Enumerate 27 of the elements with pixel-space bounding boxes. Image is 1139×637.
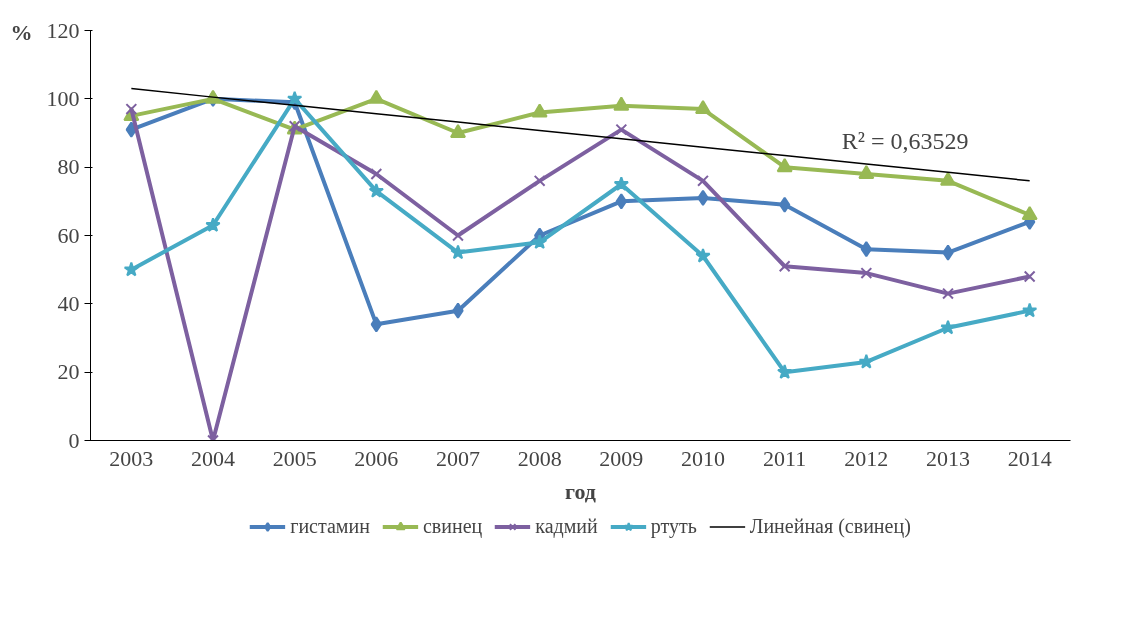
y-axis-title: % bbox=[10, 19, 33, 45]
y-tick-label: 120 bbox=[46, 17, 80, 43]
x-tick-label: 2011 bbox=[763, 445, 807, 471]
x-tick-label: 2007 bbox=[436, 445, 480, 471]
legend-label: Линейная (свинец) bbox=[749, 514, 911, 538]
annotation: R² = 0,63529 bbox=[841, 127, 969, 154]
x-tick-label: 2003 bbox=[109, 445, 154, 471]
x-tick-label: 2008 bbox=[517, 445, 562, 471]
x-tick-label: 2014 bbox=[1007, 445, 1052, 471]
y-tick-label: 60 bbox=[57, 222, 80, 248]
x-axis-title: год bbox=[565, 478, 596, 504]
legend-label: гистамин bbox=[290, 514, 370, 538]
y-tick-label: 100 bbox=[46, 85, 80, 111]
x-tick-label: 2010 bbox=[681, 445, 725, 471]
legend-label: кадмий bbox=[535, 514, 598, 538]
x-tick-label: 2006 bbox=[354, 445, 399, 471]
y-tick-label: 20 bbox=[57, 359, 80, 385]
x-tick-label: 2005 bbox=[272, 445, 317, 471]
legend-label: свинец bbox=[422, 514, 483, 538]
y-tick-label: 40 bbox=[57, 290, 80, 316]
x-tick-label: 2012 bbox=[844, 445, 889, 471]
x-tick-label: 2004 bbox=[191, 445, 235, 471]
y-tick-label: 0 bbox=[68, 427, 80, 453]
x-tick-label: 2013 bbox=[926, 445, 970, 471]
x-tick-label: 2009 bbox=[599, 445, 644, 471]
legend-label: ртуть bbox=[650, 514, 697, 538]
y-tick-label: 80 bbox=[57, 154, 80, 180]
